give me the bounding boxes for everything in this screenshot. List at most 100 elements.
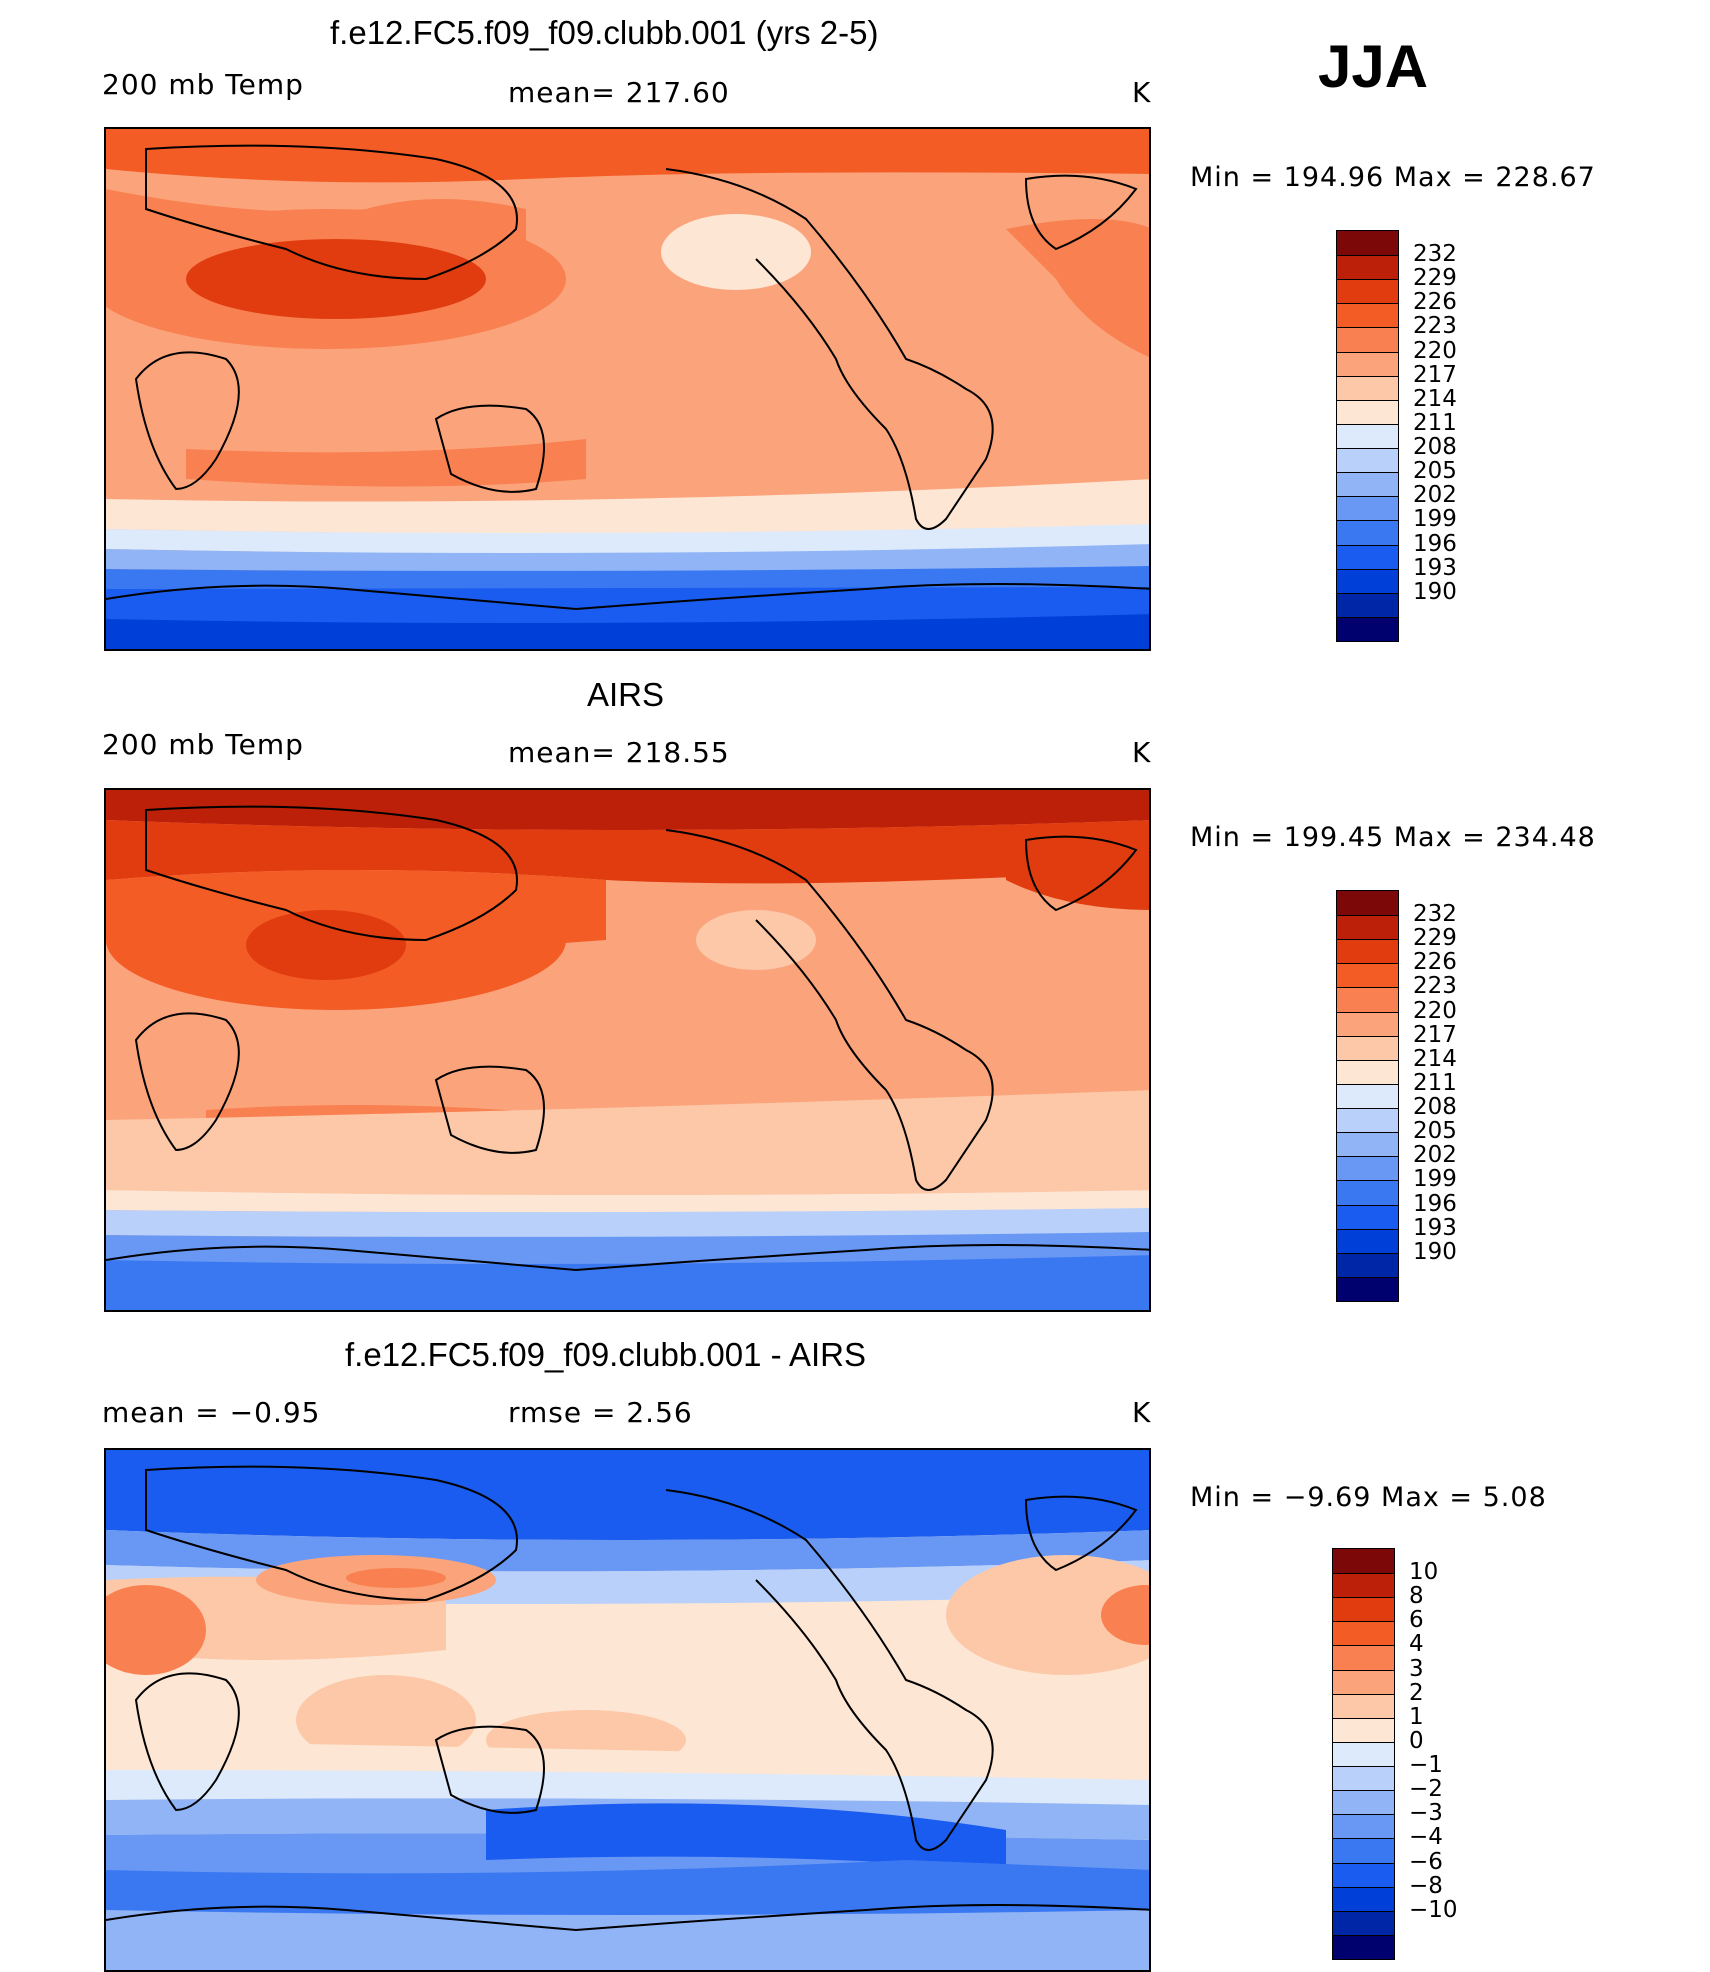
panel-3-colorbar-label-12: −6 bbox=[1409, 1848, 1443, 1875]
panel-3-title: f.e12.FC5.f09_f09.clubb.001 - AIRS bbox=[345, 1336, 866, 1373]
panel-3-colorbar-color-0 bbox=[1333, 1549, 1394, 1574]
panel-3-colorbar-color-2 bbox=[1333, 1597, 1394, 1622]
panel-2-colorbar-label-2: 226 bbox=[1413, 949, 1457, 976]
panel-2-colorbar bbox=[1336, 890, 1399, 1302]
panel-1-colorbar-label-4: 220 bbox=[1413, 337, 1457, 364]
panel-2-colorbar-color-11 bbox=[1337, 1156, 1398, 1181]
panel-1-colorbar-label-8: 208 bbox=[1413, 434, 1457, 461]
panel-3-colorbar-label-3: 4 bbox=[1409, 1631, 1424, 1658]
panel-2-colorbar-label-12: 196 bbox=[1413, 1190, 1457, 1217]
panel-1-colorbar-label-9: 205 bbox=[1413, 458, 1457, 485]
panel-3-colorbar-label-6: 1 bbox=[1409, 1703, 1424, 1730]
panel-3-colorbar-label-14: −10 bbox=[1409, 1896, 1458, 1923]
panel-1-colorbar-label-11: 199 bbox=[1413, 506, 1457, 533]
panel-1-colorbar-color-2 bbox=[1337, 279, 1398, 304]
panel-2-map bbox=[104, 788, 1151, 1312]
panel-3-colorbar-label-13: −8 bbox=[1409, 1872, 1443, 1899]
panel-3-colorbar-color-16 bbox=[1333, 1934, 1394, 1959]
panel-3-contour-field bbox=[106, 1450, 1149, 1970]
panel-2-colorbar-color-12 bbox=[1337, 1180, 1398, 1205]
panel-2-colorbar-label-5: 217 bbox=[1413, 1021, 1457, 1048]
panel-3-colorbar-color-15 bbox=[1333, 1910, 1394, 1935]
panel-3-colorbar-label-7: 0 bbox=[1409, 1727, 1424, 1754]
panel-3-colorbar-label-9: −2 bbox=[1409, 1776, 1443, 1803]
panel-2-colorbar-label-14: 190 bbox=[1413, 1238, 1457, 1265]
panel-1-colorbar-color-1 bbox=[1337, 255, 1398, 280]
panel-2-colorbar-color-1 bbox=[1337, 915, 1398, 940]
panel-2-colorbar-label-9: 205 bbox=[1413, 1118, 1457, 1145]
panel-3-colorbar-color-7 bbox=[1333, 1717, 1394, 1742]
panel-3-rmse-label: rmse = 2.56 bbox=[508, 1396, 693, 1429]
panel-1-units: K bbox=[1132, 76, 1152, 109]
panel-2-units: K bbox=[1132, 736, 1152, 769]
panel-1-colorbar-color-14 bbox=[1337, 568, 1398, 593]
panel-3-colorbar-color-3 bbox=[1333, 1621, 1394, 1646]
panel-1-colorbar-color-16 bbox=[1337, 616, 1398, 641]
panel-3-colorbar-color-5 bbox=[1333, 1669, 1394, 1694]
panel-3-colorbar-color-11 bbox=[1333, 1814, 1394, 1839]
panel-2-colorbar-color-13 bbox=[1337, 1204, 1398, 1229]
panel-3-colorbar-label-8: −1 bbox=[1409, 1752, 1443, 1779]
panel-3-units: K bbox=[1132, 1396, 1152, 1429]
panel-2-colorbar-color-14 bbox=[1337, 1228, 1398, 1253]
panel-1-colorbar-label-3: 223 bbox=[1413, 313, 1457, 340]
panel-2-colorbar-color-7 bbox=[1337, 1059, 1398, 1084]
panel-3-colorbar-label-10: −3 bbox=[1409, 1800, 1443, 1827]
panel-3-colorbar-label-11: −4 bbox=[1409, 1824, 1443, 1851]
panel-2-colorbar-label-1: 229 bbox=[1413, 925, 1457, 952]
panel-1-colorbar-color-8 bbox=[1337, 423, 1398, 449]
panel-2-colorbar-label-10: 202 bbox=[1413, 1142, 1457, 1169]
panel-2-colorbar-label-7: 211 bbox=[1413, 1069, 1457, 1096]
panel-3-colorbar-color-6 bbox=[1333, 1693, 1394, 1718]
panel-1-contour-field bbox=[106, 129, 1149, 649]
panel-1-colorbar-label-1: 229 bbox=[1413, 265, 1457, 292]
panel-1-colorbar-label-13: 193 bbox=[1413, 554, 1457, 581]
panel-2-colorbar-label-13: 193 bbox=[1413, 1214, 1457, 1241]
panel-1-mean-label: mean= 217.60 bbox=[508, 76, 730, 109]
panel-1-colorbar-label-14: 190 bbox=[1413, 578, 1457, 605]
panel-2-colorbar-color-2 bbox=[1337, 939, 1398, 964]
season-label: JJA bbox=[1318, 33, 1429, 100]
panel-3-colorbar-label-2: 6 bbox=[1409, 1607, 1424, 1634]
panel-3-colorbar-color-12 bbox=[1333, 1838, 1394, 1863]
panel-1-colorbar-label-6: 214 bbox=[1413, 385, 1457, 412]
panel-1-colorbar-label-0: 232 bbox=[1413, 241, 1457, 268]
panel-1-colorbar bbox=[1336, 230, 1399, 642]
panel-1-colorbar-color-13 bbox=[1337, 544, 1398, 569]
panel-1-colorbar-label-5: 217 bbox=[1413, 361, 1457, 388]
panel-2-colorbar-color-10 bbox=[1337, 1132, 1398, 1157]
panel-1-colorbar-color-7 bbox=[1337, 399, 1398, 424]
panel-2-colorbar-label-0: 232 bbox=[1413, 901, 1457, 928]
panel-3-colorbar-color-14 bbox=[1333, 1886, 1394, 1911]
panel-2-colorbar-color-6 bbox=[1337, 1035, 1398, 1060]
panel-3-mean-label: mean = −0.95 bbox=[102, 1396, 321, 1429]
panel-3-colorbar-label-4: 3 bbox=[1409, 1655, 1424, 1682]
panel-3-map bbox=[104, 1448, 1151, 1972]
panel-1-map bbox=[104, 127, 1151, 651]
panel-1-colorbar-color-15 bbox=[1337, 592, 1398, 617]
panel-2-min-max: Min = 199.45 Max = 234.48 bbox=[1190, 822, 1596, 853]
panel-1-colorbar-label-10: 202 bbox=[1413, 482, 1457, 509]
panel-3-colorbar-color-8 bbox=[1333, 1741, 1394, 1767]
panel-3-colorbar-label-5: 2 bbox=[1409, 1679, 1424, 1706]
panel-1-colorbar-color-6 bbox=[1337, 375, 1398, 400]
panel-2-contour-field bbox=[106, 790, 1149, 1310]
panel-1-min-max: Min = 194.96 Max = 228.67 bbox=[1190, 162, 1596, 193]
panel-3-colorbar-label-1: 8 bbox=[1409, 1583, 1424, 1610]
panel-1-colorbar-color-4 bbox=[1337, 327, 1398, 352]
panel-2-colorbar-color-16 bbox=[1337, 1276, 1398, 1301]
panel-3-min-max: Min = −9.69 Max = 5.08 bbox=[1190, 1482, 1547, 1513]
panel-2-colorbar-color-9 bbox=[1337, 1108, 1398, 1133]
panel-2-colorbar-color-15 bbox=[1337, 1252, 1398, 1277]
panel-2-colorbar-label-11: 199 bbox=[1413, 1166, 1457, 1193]
panel-1-colorbar-color-11 bbox=[1337, 496, 1398, 521]
panel-2-mean-label: mean= 218.55 bbox=[508, 736, 730, 769]
panel-1-colorbar-label-7: 211 bbox=[1413, 409, 1457, 436]
panel-2-colorbar-label-8: 208 bbox=[1413, 1094, 1457, 1121]
panel-1-colorbar-color-5 bbox=[1337, 351, 1398, 376]
panel-3-colorbar-color-1 bbox=[1333, 1573, 1394, 1598]
panel-3-colorbar-color-10 bbox=[1333, 1790, 1394, 1815]
panel-1-title: f.e12.FC5.f09_f09.clubb.001 (yrs 2-5) bbox=[330, 14, 879, 51]
panel-1-variable-label: 200 mb Temp bbox=[102, 68, 304, 101]
panel-2-colorbar-color-0 bbox=[1337, 891, 1398, 916]
